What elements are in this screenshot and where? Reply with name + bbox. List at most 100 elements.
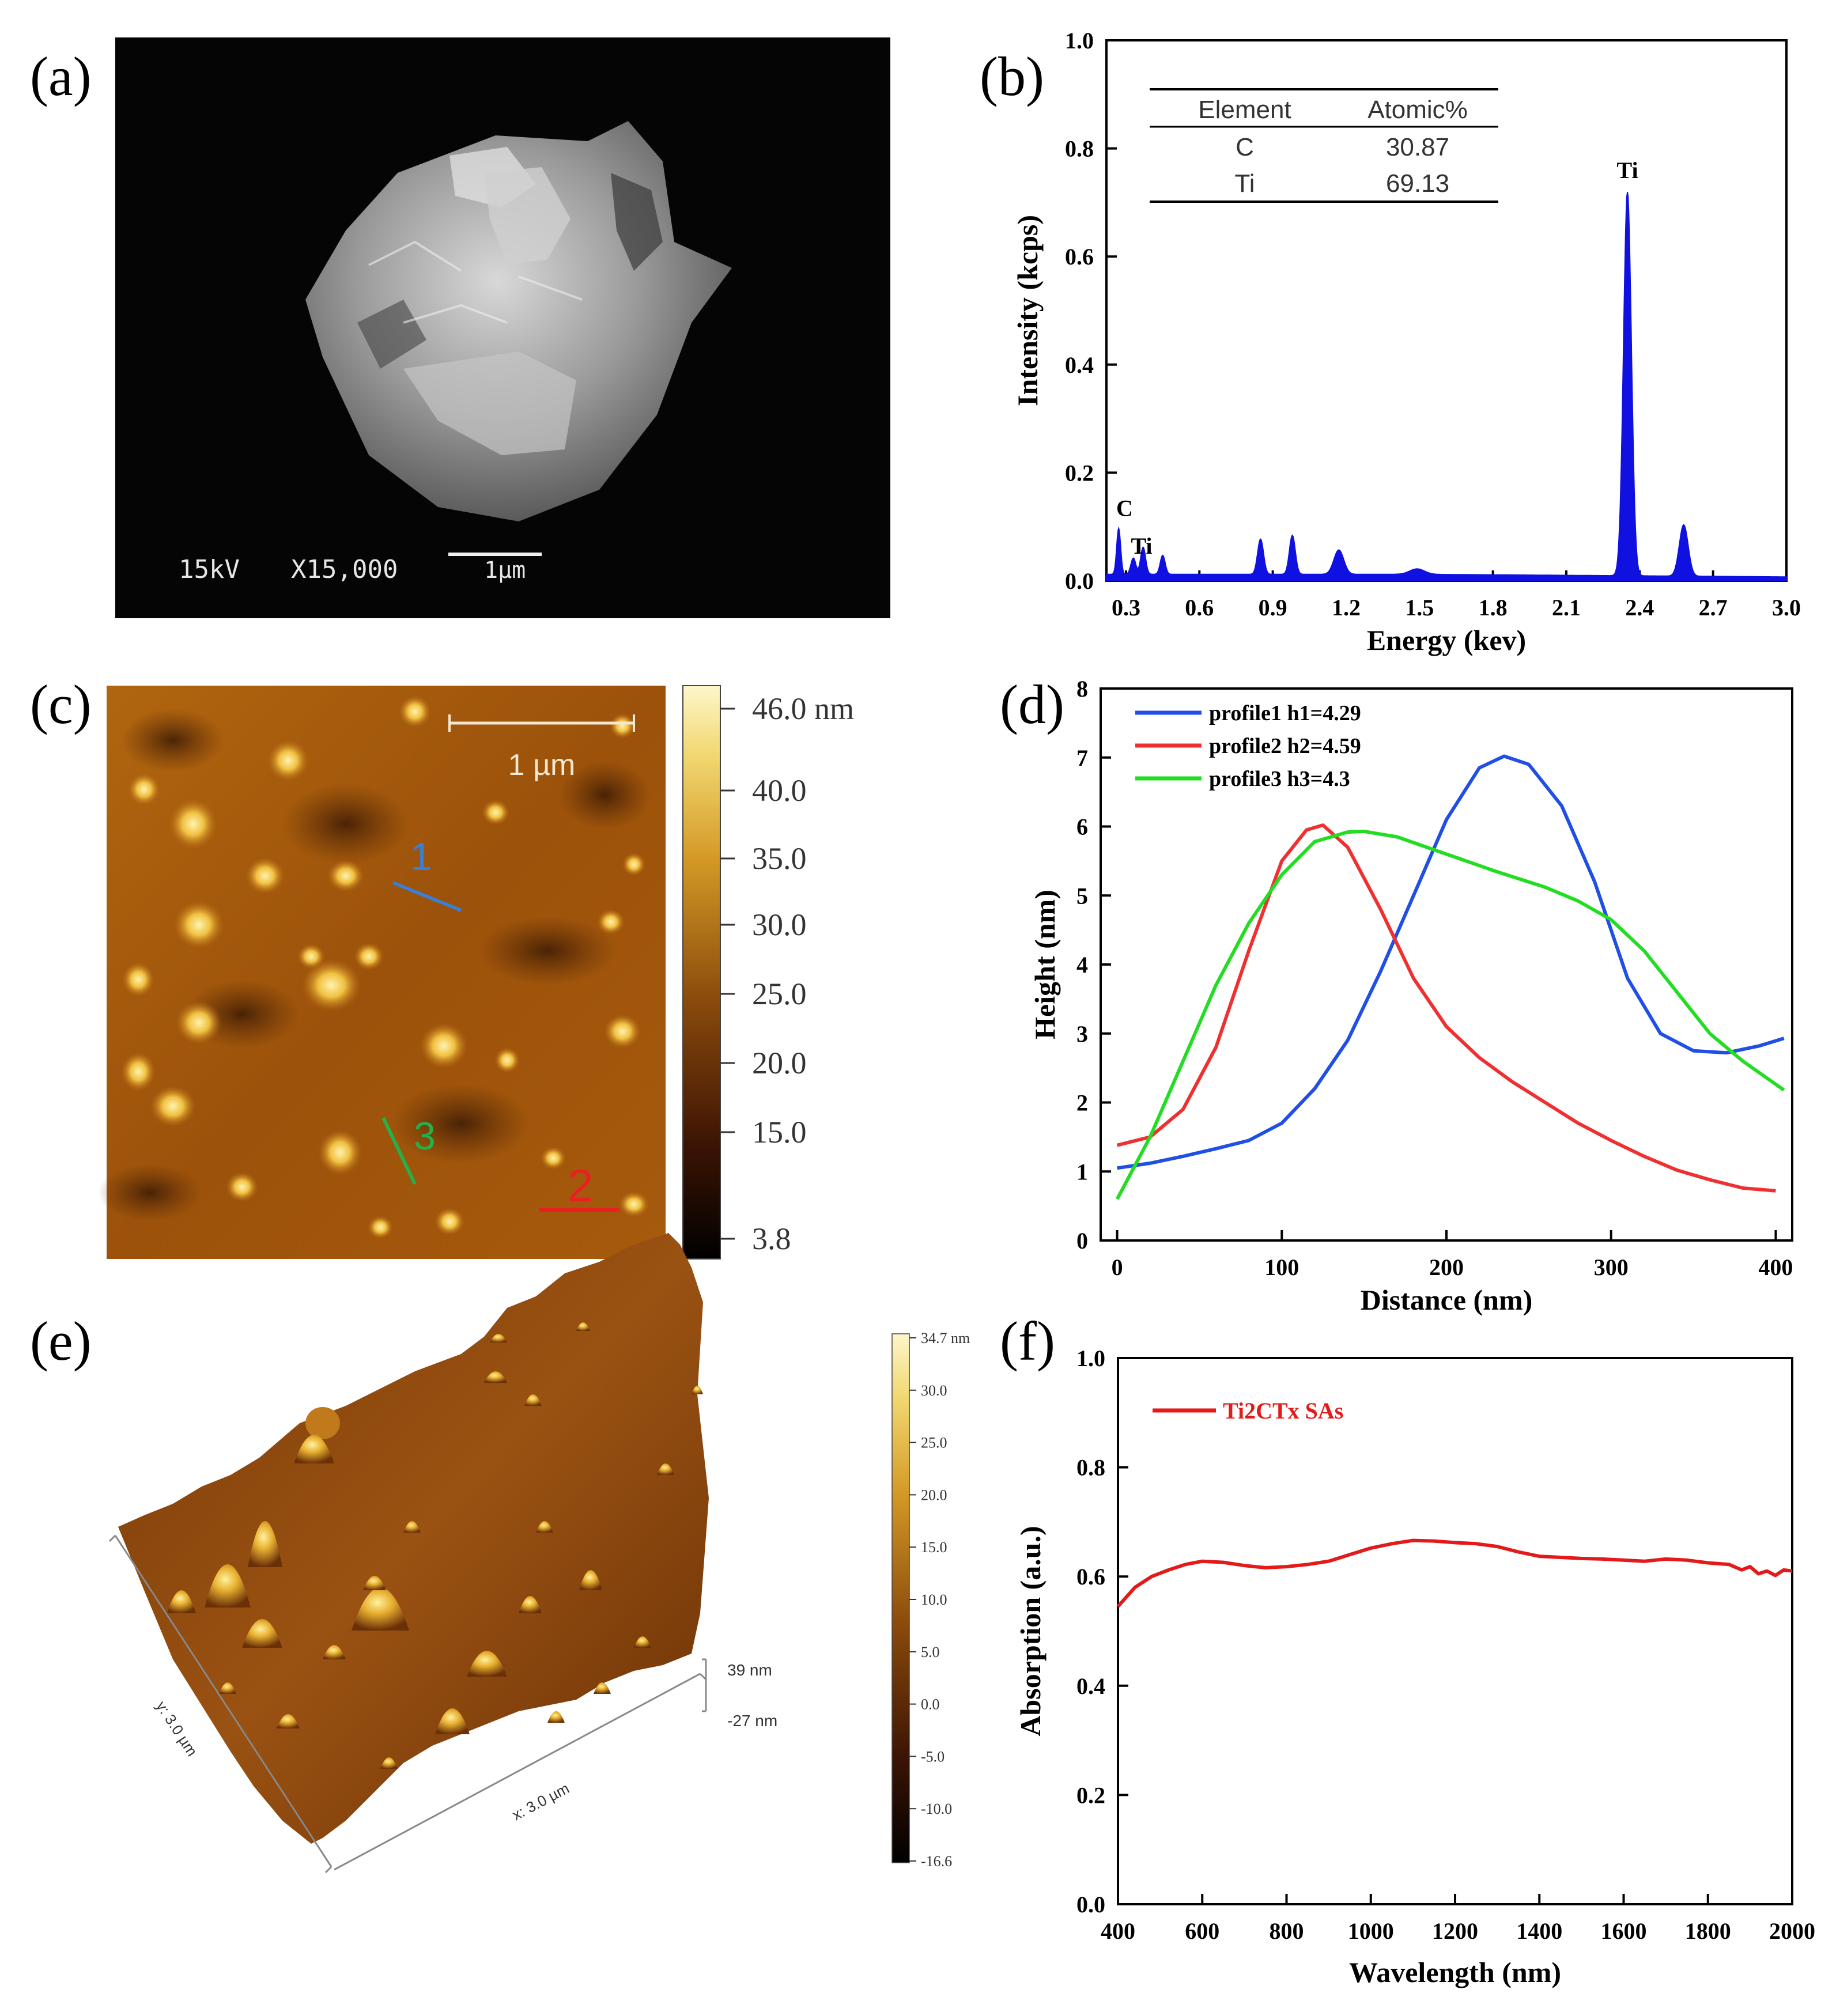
afm-2d-texture xyxy=(98,695,651,1239)
eds-table-header-atomic: Atomic% xyxy=(1367,96,1468,124)
f-ytick-label: 0.2 xyxy=(1076,1782,1105,1808)
cbar-c-tick-label: 30.0 xyxy=(752,907,807,942)
f-xtick-label: 1600 xyxy=(1601,1918,1647,1944)
b-xtick-label: 2.7 xyxy=(1699,595,1728,621)
f-ytick-label: 0.4 xyxy=(1076,1673,1105,1699)
eds-table-row1-element: C xyxy=(1236,133,1254,161)
f-ytick-label: 1.0 xyxy=(1076,1345,1105,1371)
d-xtick-label: 0 xyxy=(1112,1254,1123,1280)
profile-series-1 xyxy=(1117,754,1785,1170)
eds-table-row2-element: Ti xyxy=(1234,169,1255,198)
b-xtick-label: 2.1 xyxy=(1552,595,1581,621)
d-xtick-label: 100 xyxy=(1264,1254,1299,1280)
legend-label-3: profile3 h3=4.3 xyxy=(1209,767,1350,791)
f-ytick-label: 0.6 xyxy=(1076,1564,1105,1590)
profile-label-1: 1 xyxy=(410,835,432,879)
d-ylabel: Height (nm) xyxy=(1029,890,1061,1039)
afm-2d-image: 1 µm 1 2 3 xyxy=(98,686,666,1259)
f-xtick-label: 1400 xyxy=(1516,1918,1562,1944)
d-ytick-label: 7 xyxy=(1076,745,1088,771)
eds-table-header-element: Element xyxy=(1198,96,1291,124)
f-ytick-label: 0.8 xyxy=(1076,1455,1105,1481)
absorption-series xyxy=(1116,1538,1793,1608)
d-xtick-label: 200 xyxy=(1429,1254,1464,1280)
afm-2d-colorbar: 46.0 nm 40.0 35.0 30.0 25.0 20.0 15.0 3.8 xyxy=(682,685,854,1259)
f-xtick-label: 1200 xyxy=(1432,1918,1478,1944)
afm-3d-x-label: x: 3.0 µm xyxy=(509,1779,572,1824)
b-ytick-label: 0.2 xyxy=(1065,460,1094,486)
sem-scale-label: 1µm xyxy=(484,557,526,584)
sem-voltage: 15kV xyxy=(179,555,240,584)
d-xtick-label: 400 xyxy=(1758,1254,1793,1280)
b-ytick-label: 0.4 xyxy=(1065,352,1094,378)
chart-b-eds: 0.3 0.6 0.9 1.2 1.5 1.8 2.1 2.4 2.7 3.0 0.0 0.2 0.4 0… xyxy=(1011,28,1801,656)
d-ytick-label: 3 xyxy=(1076,1021,1088,1047)
afm-2d-scale-label: 1 µm xyxy=(508,748,576,782)
profile-line-1 xyxy=(392,881,462,912)
sem-magnification: X15,000 xyxy=(291,555,398,584)
d-ytick-label: 4 xyxy=(1076,952,1088,978)
cbar-e-tick-label: -16.6 xyxy=(921,1853,952,1870)
afm-3d-y-label: y: 3.0 µm xyxy=(153,1698,201,1759)
eds-table-row2-value: 69.13 xyxy=(1386,169,1449,198)
d-ytick-label: 6 xyxy=(1076,814,1088,840)
f-xtick-label: 2000 xyxy=(1769,1918,1815,1944)
b-xtick-label: 0.3 xyxy=(1112,595,1140,621)
legend-label-2: profile2 h2=4.59 xyxy=(1209,734,1361,758)
afm-3d-image: y: 3.0 µm x: 3.0 µm 39 nm -27 nm xyxy=(108,1233,777,1874)
cbar-c-tick-label: 35.0 xyxy=(752,841,807,876)
f-xlabel: Wavelength (nm) xyxy=(1349,1956,1561,1988)
cbar-e-tick-label: -10.0 xyxy=(921,1801,952,1817)
cbar-e-tick-label: 30.0 xyxy=(921,1382,947,1399)
cbar-c-tick-label: 25.0 xyxy=(752,977,807,1011)
cbar-c-tick-label: 15.0 xyxy=(752,1115,807,1149)
cbar-c-tick-label: 20.0 xyxy=(752,1046,807,1080)
afm-3d-axis-x xyxy=(334,1673,701,1871)
b-xlabel: Energy (kev) xyxy=(1367,624,1526,656)
b-ytick-label: 0.0 xyxy=(1065,568,1094,594)
eds-peak-label: Ti xyxy=(1617,157,1638,183)
b-xtick-label: 0.6 xyxy=(1185,595,1214,621)
b-ytick-label: 0.6 xyxy=(1065,244,1094,270)
f-xtick-label: 400 xyxy=(1101,1918,1135,1944)
cbar-e-tick-label: 0.0 xyxy=(921,1696,940,1713)
afm-3d-z-bottom: -27 nm xyxy=(727,1712,777,1730)
legend-label-1: profile1 h1=4.29 xyxy=(1209,701,1361,725)
panel-label-f: (f) xyxy=(1000,1310,1055,1372)
d-plot-frame xyxy=(1100,687,1793,1242)
eds-table: Element Atomic% C 30.87 Ti 69.13 xyxy=(1150,88,1498,203)
d-ytick-label: 0 xyxy=(1076,1228,1088,1254)
f-ylabel: Absorption (a.u.) xyxy=(1014,1526,1047,1736)
profile-series-3 xyxy=(1115,829,1785,1200)
f-xtick-label: 1000 xyxy=(1348,1918,1394,1944)
d-ytick-label: 8 xyxy=(1076,676,1088,702)
afm-3d-z-top: 39 nm xyxy=(727,1661,772,1679)
panel-label-e: (e) xyxy=(30,1310,92,1372)
d-ytick-label: 2 xyxy=(1076,1090,1088,1116)
cbar-e-tick-label: 20.0 xyxy=(921,1487,947,1503)
profile-label-2: 2 xyxy=(568,1160,594,1211)
d-xlabel: Distance (nm) xyxy=(1361,1284,1533,1316)
eds-table-row1-value: 30.87 xyxy=(1386,133,1449,161)
panel-label-b: (b) xyxy=(980,46,1044,107)
b-ytick-label: 0.8 xyxy=(1065,136,1094,162)
cbar-c-tick-label: 40.0 xyxy=(752,773,807,808)
cbar-e-tick-label: 25.0 xyxy=(921,1435,947,1451)
cbar-e-tick-label: -5.0 xyxy=(921,1748,945,1765)
cbar-e-tick-label: 10.0 xyxy=(921,1591,947,1608)
cbar-c-tick-label: 46.0 nm xyxy=(752,691,854,726)
legend-label-absorption: Ti2CTx SAs xyxy=(1223,1398,1343,1424)
panel-label-a: (a) xyxy=(30,46,92,107)
afm-3d-colorbar: 34.7 nm 30.0 25.0 20.0 15.0 10.0 5.0 0.0 -5.0 -10… xyxy=(891,1330,970,1870)
cbar-e-tick-label: 5.0 xyxy=(921,1644,940,1661)
b-xtick-label: 2.4 xyxy=(1625,595,1654,621)
afm-3d-surface xyxy=(118,1233,709,1844)
cbar-c-tick-label: 3.8 xyxy=(752,1221,791,1256)
f-xtick-label: 800 xyxy=(1270,1918,1304,1944)
b-xtick-label: 1.8 xyxy=(1479,595,1508,621)
f-xtick-label: 1800 xyxy=(1685,1918,1731,1944)
chart-f-absorption: 400 600 800 1000 1200 1400 1600 1800 2000 0.0 0.2 0… xyxy=(1014,1345,1815,1988)
eds-peak-label: C xyxy=(1116,495,1133,521)
profile-line-3 xyxy=(381,1117,417,1185)
b-ylabel: Intensity (kcps) xyxy=(1011,215,1044,406)
